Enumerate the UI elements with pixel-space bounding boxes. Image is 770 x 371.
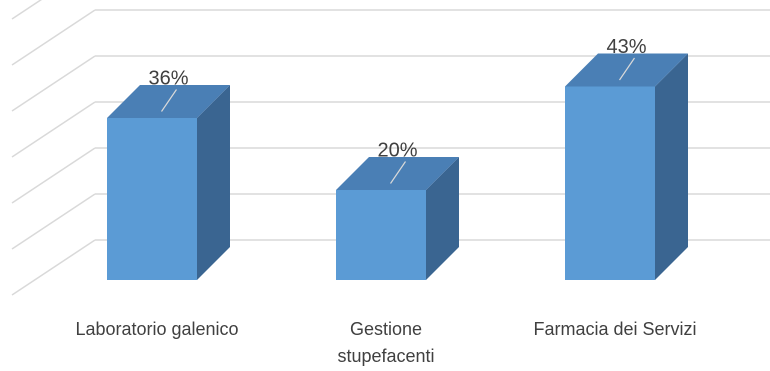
gridline-side	[11, 0, 43, 20]
leader-line	[161, 89, 177, 112]
bar-front	[336, 190, 426, 280]
category-label: Gestione	[350, 319, 422, 339]
gridline-side	[11, 193, 96, 250]
bar	[565, 53, 688, 280]
data-label: 36%	[148, 68, 188, 90]
bar-front	[565, 86, 655, 280]
gridline-side	[11, 147, 96, 204]
category-label: Farmacia dei Servizi	[533, 319, 696, 339]
category-label: stupefacenti	[337, 346, 434, 366]
leader-line	[619, 57, 635, 81]
gridline-side	[11, 239, 96, 296]
gridline-side	[11, 101, 96, 158]
bar	[336, 157, 459, 280]
leader-line	[390, 161, 406, 184]
data-label: 43%	[606, 36, 646, 58]
gridline-side	[11, 9, 96, 66]
gridline-side	[11, 55, 96, 112]
data-labels: 36% 20% 43%	[148, 36, 647, 184]
bar	[107, 85, 230, 280]
bars	[107, 53, 688, 280]
category-label: Laboratorio galenico	[75, 319, 238, 339]
category-labels: Laboratorio galenico Gestione stupefacenti…	[75, 319, 696, 366]
data-label: 20%	[377, 140, 417, 162]
bar-side	[426, 157, 459, 280]
bar-front	[107, 118, 197, 280]
bar-side	[655, 53, 688, 280]
bar-side	[197, 85, 230, 280]
